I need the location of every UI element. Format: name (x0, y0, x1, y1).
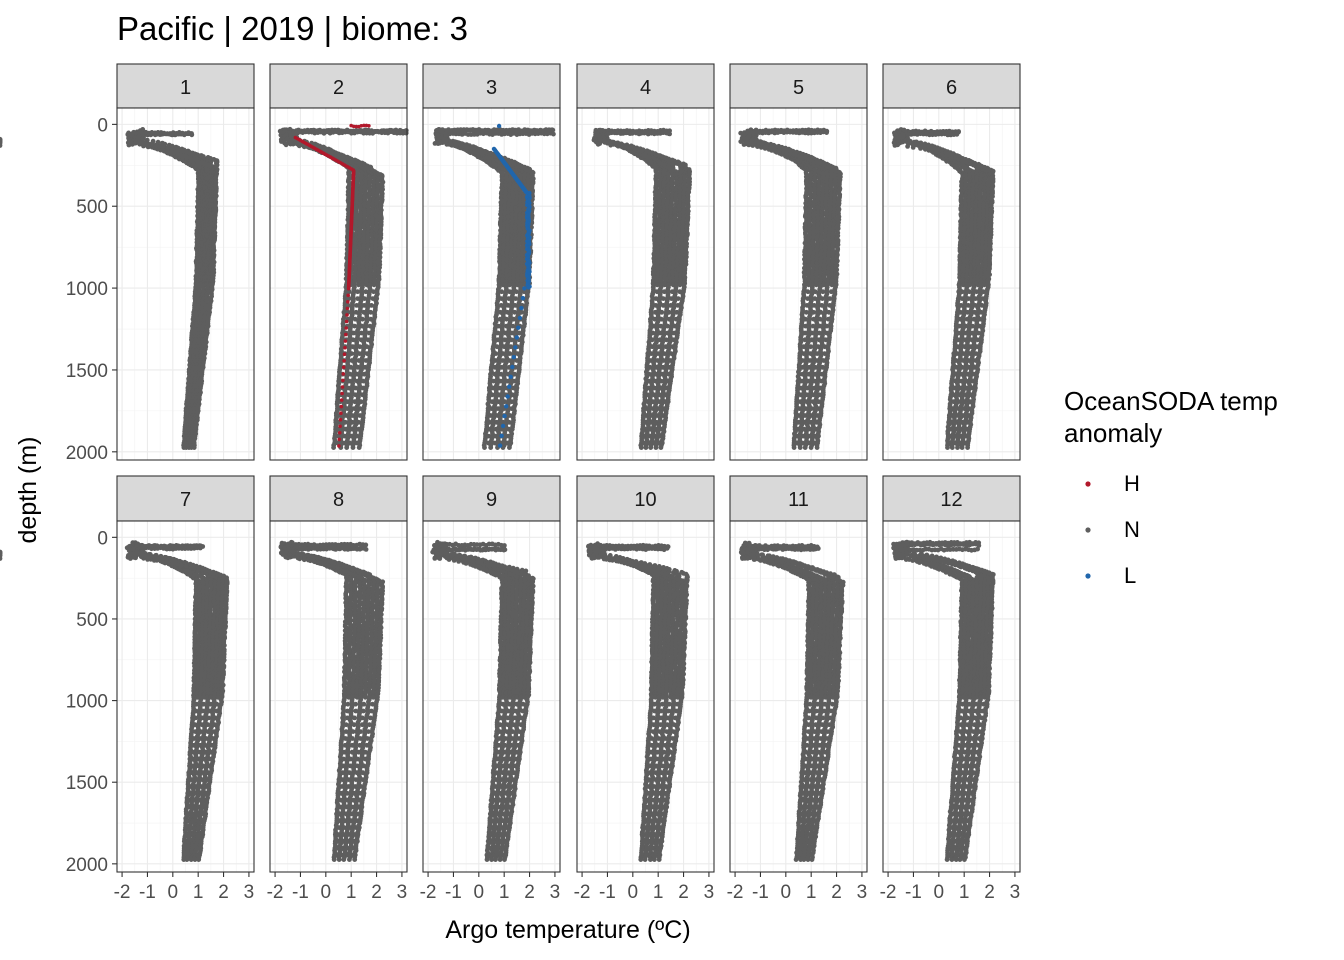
data-point (331, 445, 336, 450)
data-point (459, 144, 465, 149)
data-point (342, 352, 347, 357)
data-point (350, 445, 356, 450)
data-point (448, 142, 454, 148)
data-point (346, 293, 351, 298)
data-point (159, 144, 165, 150)
data-point (355, 289, 360, 295)
data-point (341, 378, 345, 383)
data-point (336, 152, 342, 158)
facet-strip (116, 63, 255, 109)
data-point (339, 398, 344, 402)
data-point (340, 385, 345, 389)
data-point (487, 152, 492, 157)
data-point (435, 132, 440, 138)
data-point (482, 445, 487, 450)
data-point (356, 445, 362, 450)
data-point (279, 139, 284, 144)
data-point (340, 391, 344, 396)
data-point (493, 351, 499, 356)
data-point (345, 313, 349, 317)
data-point (344, 445, 350, 450)
data-point (435, 141, 441, 147)
data-point (165, 145, 171, 151)
data-point (519, 309, 524, 315)
data-point (343, 345, 347, 350)
data-point (189, 131, 194, 136)
data-point (488, 445, 494, 450)
data-points (125, 126, 220, 450)
data-point (342, 359, 346, 363)
data-point (194, 152, 199, 157)
data-point (283, 142, 289, 148)
facet-panel-1: 1 0 500 1000 1500 2000 (66, 63, 255, 464)
data-point (344, 319, 349, 324)
y-tick-label: 0 (97, 115, 108, 136)
data-point (343, 339, 348, 343)
data-point (337, 444, 341, 448)
data-point (345, 306, 350, 311)
y-tick-label: 1500 (66, 361, 108, 382)
data-point (169, 146, 175, 152)
data-point (175, 147, 181, 153)
y-tick-label: 500 (76, 197, 108, 218)
data-point (200, 154, 206, 159)
data-point (339, 404, 344, 409)
y-tick-label: 1000 (66, 279, 108, 300)
data-point (338, 417, 343, 422)
y-tick-label: 2000 (66, 443, 108, 464)
data-point (344, 326, 349, 330)
data-point (468, 146, 473, 151)
data-point (442, 139, 448, 145)
data-point (341, 365, 346, 370)
data-point (360, 316, 365, 322)
data-point (179, 148, 185, 154)
data-point (346, 286, 351, 291)
data-point (191, 445, 197, 450)
data-point (129, 141, 134, 147)
data-point (133, 140, 138, 146)
data-point (346, 300, 350, 304)
data-point (145, 142, 151, 148)
facet-strip-label: 3 (486, 77, 497, 99)
chart-title: Pacific | 2019 | biome: 3 (117, 10, 468, 47)
data-point (453, 143, 459, 148)
data-point (403, 130, 409, 136)
data-point (550, 127, 556, 133)
data-point (339, 411, 343, 416)
data-point (337, 437, 342, 442)
data-point (141, 143, 146, 149)
data-point (337, 431, 342, 435)
facet-strip-label: 2 (333, 77, 344, 99)
data-point (341, 372, 346, 376)
data-point (129, 131, 135, 137)
data-point (287, 139, 293, 144)
facet-strip-label: 1 (180, 77, 191, 99)
data-point (344, 332, 348, 337)
data-point (338, 424, 342, 429)
data-point (367, 124, 371, 128)
data-point (153, 143, 159, 149)
